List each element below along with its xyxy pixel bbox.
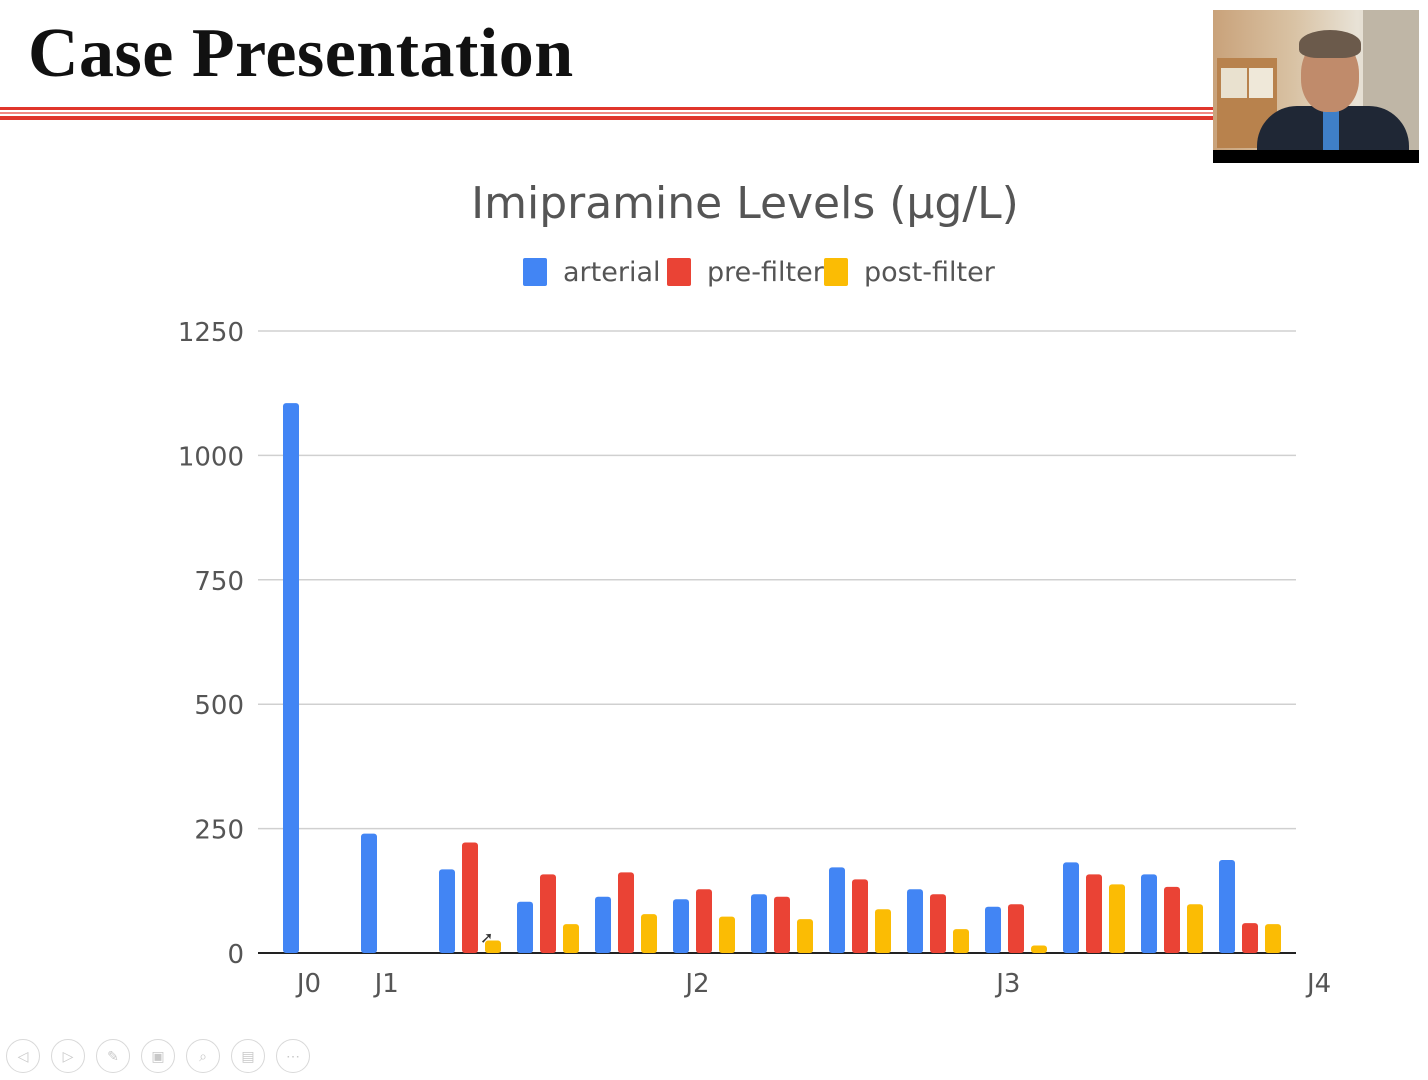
bar-post-filter — [797, 919, 813, 953]
bar-pre-filter — [930, 894, 946, 953]
bar-pre-filter — [462, 842, 478, 953]
mouse-cursor-icon: ➚ — [480, 930, 494, 947]
bar-arterial — [361, 833, 377, 953]
zoom-icon: ⌕ — [199, 1047, 207, 1064]
title-underline-rule — [0, 107, 1213, 110]
bar-post-filter — [485, 940, 501, 953]
presentation-toolbar: ◁ ▷ ✎ ▣ ⌕ ▤ ⋯ — [6, 1039, 310, 1075]
bar-pre-filter — [1008, 904, 1024, 953]
title-underline-rule-thin — [0, 112, 1213, 114]
bar-pre-filter — [1086, 874, 1102, 953]
bar-post-filter — [1109, 884, 1125, 953]
bar-arterial — [595, 896, 611, 953]
x-tick-label: J0 — [295, 969, 321, 999]
bar-arterial — [517, 901, 533, 953]
x-tick-label: J2 — [683, 969, 709, 999]
y-tick-label: 250 — [194, 816, 244, 846]
legend-swatch-arterial — [523, 258, 547, 286]
x-tick-label: J3 — [994, 969, 1020, 999]
bar-pre-filter — [852, 879, 868, 953]
next-slide-button[interactable]: ▷ — [51, 1039, 85, 1073]
bar-pre-filter — [540, 874, 556, 953]
bar-arterial — [1219, 859, 1235, 953]
chart-bars — [283, 403, 1281, 954]
y-tick-label: 1250 — [178, 318, 244, 348]
chart-legend: arterial pre-filter post-filter — [523, 257, 996, 288]
more-options-button[interactable]: ⋯ — [276, 1039, 310, 1073]
chart-title: Imipramine Levels (μg/L) — [471, 178, 1019, 229]
bar-pre-filter — [1164, 886, 1180, 953]
bar-post-filter — [1265, 924, 1281, 953]
bar-arterial — [439, 869, 455, 953]
bar-post-filter — [875, 909, 891, 953]
x-tick-label: J4 — [1305, 969, 1331, 999]
bar-pre-filter — [618, 872, 634, 953]
pen-tool-icon: ✎ — [107, 1047, 119, 1064]
x-axis-labels: J0 J1 J2 J3 J4 — [295, 969, 1331, 999]
bar-arterial — [1063, 862, 1079, 953]
bar-arterial — [283, 403, 299, 954]
bar-post-filter — [953, 929, 969, 953]
previous-slide-button[interactable]: ◁ — [6, 1039, 40, 1073]
imipramine-chart: Imipramine Levels (μg/L) arterial pre-fil… — [0, 130, 1428, 1030]
slide-sorter-icon: ▣ — [151, 1047, 165, 1064]
bar-arterial — [751, 894, 767, 953]
bar-post-filter — [719, 916, 735, 953]
x-tick-label: J1 — [373, 969, 399, 999]
bar-arterial — [829, 867, 845, 953]
slide-sorter-button[interactable]: ▣ — [141, 1039, 175, 1073]
subtitles-button[interactable]: ▤ — [231, 1039, 265, 1073]
zoom-button[interactable]: ⌕ — [186, 1039, 220, 1073]
bar-arterial — [985, 906, 1001, 953]
previous-slide-icon: ◁ — [17, 1047, 29, 1064]
chart-gridlines — [258, 330, 1296, 954]
presenter-webcam-video — [1213, 10, 1419, 163]
bar-chart-svg: Imipramine Levels (μg/L) arterial pre-fil… — [178, 178, 1331, 999]
pen-tool-button[interactable]: ✎ — [96, 1039, 130, 1073]
bar-post-filter — [1031, 945, 1047, 953]
title-underline-rule-bottom — [0, 116, 1213, 120]
y-tick-label: 500 — [194, 691, 244, 721]
slide-title: Case Presentation — [28, 15, 574, 92]
subtitles-icon: ▤ — [241, 1047, 255, 1064]
bar-post-filter — [563, 924, 579, 953]
bar-pre-filter — [1242, 923, 1258, 953]
legend-label-pre-filter: pre-filter — [707, 257, 825, 288]
y-axis-ticks: 0 250 500 750 1000 1250 — [178, 318, 244, 970]
y-tick-label: 1000 — [178, 442, 244, 472]
next-slide-icon: ▷ — [62, 1047, 74, 1064]
legend-swatch-post-filter — [824, 258, 848, 286]
bar-pre-filter — [774, 896, 790, 953]
more-options-icon: ⋯ — [286, 1047, 300, 1064]
legend-swatch-pre-filter — [667, 258, 691, 286]
bar-post-filter — [641, 914, 657, 953]
legend-label-post-filter: post-filter — [864, 257, 996, 288]
legend-label-arterial: arterial — [563, 257, 661, 288]
bar-pre-filter — [696, 889, 712, 953]
y-tick-label: 0 — [227, 940, 244, 970]
bar-arterial — [907, 889, 923, 953]
bar-arterial — [673, 899, 689, 953]
bar-arterial — [1141, 874, 1157, 953]
bar-post-filter — [1187, 904, 1203, 953]
y-tick-label: 750 — [194, 567, 244, 597]
